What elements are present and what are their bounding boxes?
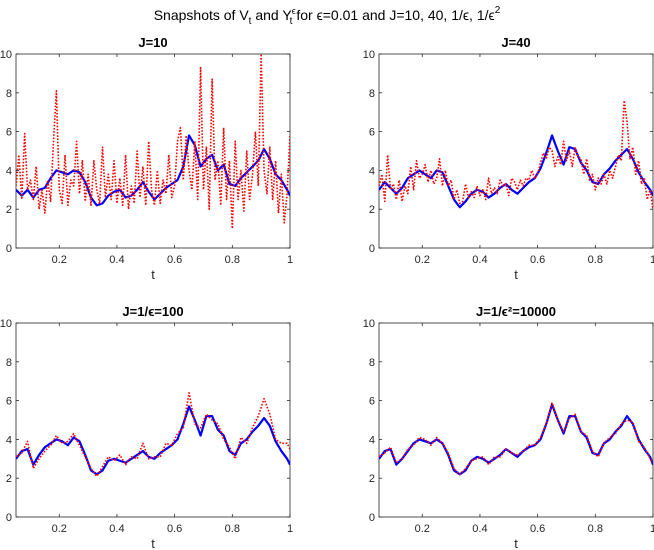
y-tick-label: 10 <box>363 318 375 330</box>
y-tick-label: 2 <box>6 473 12 485</box>
x-tick-label: 0.4 <box>472 254 487 266</box>
plot-area-frame <box>15 322 291 518</box>
subplot-title: J=1/ϵ²=10000 <box>476 304 556 319</box>
y-tick-label: 4 <box>369 165 375 177</box>
y-tick-label: 10 <box>0 318 12 330</box>
x-tick-label: 0.2 <box>415 523 430 535</box>
series-line-Y <box>16 392 290 478</box>
x-tick-label: 0.8 <box>588 523 603 535</box>
x-axis-label: t <box>151 267 155 282</box>
y-tick-label: 4 <box>6 434 12 446</box>
y-tick-label: 8 <box>369 357 375 369</box>
y-tick-label: 0 <box>369 243 375 255</box>
figure-title: Snapshots of Vt and Yϵ t for ϵ=0.01 and J… <box>154 5 501 27</box>
subplot-title: J=40 <box>501 35 530 50</box>
y-tick-label: 2 <box>369 204 375 216</box>
subplot-title: J=10 <box>138 35 167 50</box>
x-tick-label: 1 <box>650 523 654 535</box>
series-line-Y <box>379 401 653 476</box>
x-tick-label: 0.4 <box>109 254 124 266</box>
x-tick-label: 1 <box>650 254 654 266</box>
y-tick-label: 0 <box>6 243 12 255</box>
x-tick-label: 0.8 <box>225 254 240 266</box>
series-line-V <box>16 405 290 476</box>
plot-area-frame <box>378 322 654 518</box>
title-sup-eps: ϵ <box>292 6 296 16</box>
x-tick-label: 0.2 <box>415 254 430 266</box>
y-tick-label: 2 <box>369 473 375 485</box>
series-line-Y <box>379 99 653 210</box>
series-line-V <box>16 134 290 207</box>
series-line-V <box>379 134 653 209</box>
x-tick-label: 0.4 <box>472 523 487 535</box>
x-tick-label: 0.2 <box>52 254 67 266</box>
x-axis-label: t <box>514 536 518 550</box>
title-sub-t1: t <box>249 16 252 27</box>
x-tick-label: 1 <box>287 523 293 535</box>
x-tick-label: 0.2 <box>52 523 67 535</box>
x-axis-label: t <box>514 267 518 282</box>
title-part-1: Snapshots of V <box>154 7 250 23</box>
x-tick-label: 1 <box>287 254 293 266</box>
x-tick-label: 0.6 <box>530 523 545 535</box>
title-sup-2: 2 <box>495 5 501 16</box>
series-line-Y <box>16 54 290 230</box>
title-sub-t2: t <box>290 16 293 27</box>
y-tick-label: 6 <box>369 396 375 408</box>
y-tick-label: 4 <box>6 165 12 177</box>
x-tick-label: 0.6 <box>530 254 545 266</box>
plot-area-frame <box>378 53 654 249</box>
y-tick-label: 0 <box>6 512 12 524</box>
y-tick-label: 0 <box>369 512 375 524</box>
y-tick-label: 8 <box>6 357 12 369</box>
x-tick-label: 0.6 <box>167 523 182 535</box>
y-tick-label: 10 <box>363 49 375 61</box>
y-tick-label: 4 <box>369 434 375 446</box>
y-tick-label: 6 <box>6 127 12 139</box>
x-tick-label: 0.4 <box>109 523 124 535</box>
plot-area-frame <box>15 53 291 249</box>
title-part-2: and Y <box>251 7 292 23</box>
y-tick-label: 8 <box>6 88 12 100</box>
subplot-title: J=1/ϵ=100 <box>122 304 183 319</box>
title-part-3: for ϵ=0.01 and J=10, 40, 1/ϵ, 1/ϵ <box>292 7 494 23</box>
x-tick-label: 0.8 <box>588 254 603 266</box>
y-tick-label: 8 <box>369 88 375 100</box>
y-tick-label: 6 <box>369 127 375 139</box>
x-tick-label: 0.6 <box>167 254 182 266</box>
series-line-V <box>379 403 653 476</box>
y-tick-label: 10 <box>0 49 12 61</box>
x-tick-label: 0.8 <box>225 523 240 535</box>
x-axis-label: t <box>151 536 155 550</box>
y-tick-label: 6 <box>6 396 12 408</box>
y-tick-label: 2 <box>6 204 12 216</box>
